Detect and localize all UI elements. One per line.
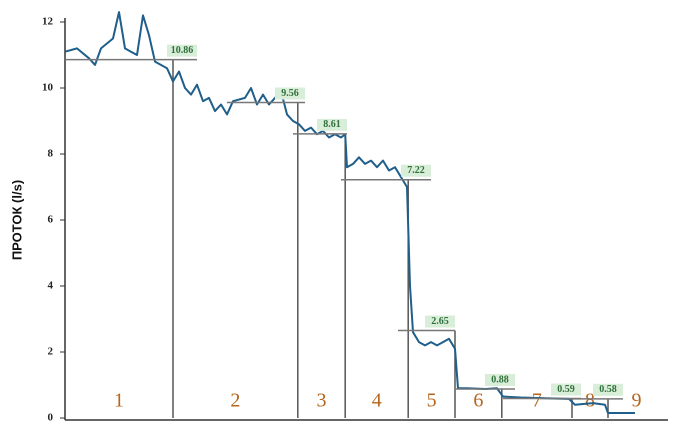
y-tick-label: 4 [48,280,54,292]
mean-label: 10.86 [171,45,194,56]
y-axis-label: ПРОТОК (l/s) [9,180,24,260]
y-tick-label: 2 [48,346,54,358]
y-tick-label: 8 [48,148,54,160]
mean-label-bg [593,383,623,396]
data-line [64,11,635,415]
mean-label: 0.58 [599,384,617,395]
y-tick-label: 10 [42,82,54,94]
y-tick-label: 6 [48,214,54,226]
segment-number: 3 [317,390,327,412]
segment-number: 8 [585,390,595,412]
mean-label: 0.88 [491,374,509,385]
mean-label: 0.59 [557,384,575,395]
mean-label-bg [425,315,455,328]
mean-label-bg [551,383,581,396]
mean-label-bg [401,164,431,177]
segment-number: 6 [473,390,483,412]
y-tick-label: 12 [42,16,54,28]
mean-label-bg [317,118,347,131]
y-tick-label: 0 [48,412,54,424]
mean-label-bg [485,373,515,386]
segment-number: 5 [427,390,437,412]
segment-number: 9 [632,390,642,412]
mean-label-bg [275,87,305,100]
segment-number: 7 [532,390,542,412]
segment-number: 2 [230,390,240,412]
segment-number: 1 [114,390,124,412]
mean-label: 8.61 [323,119,341,130]
mean-label-bg [167,44,197,57]
mean-label: 2.65 [431,316,449,327]
mean-label: 7.22 [407,165,425,176]
mean-label: 9.56 [281,88,299,99]
segment-number: 4 [372,390,382,412]
